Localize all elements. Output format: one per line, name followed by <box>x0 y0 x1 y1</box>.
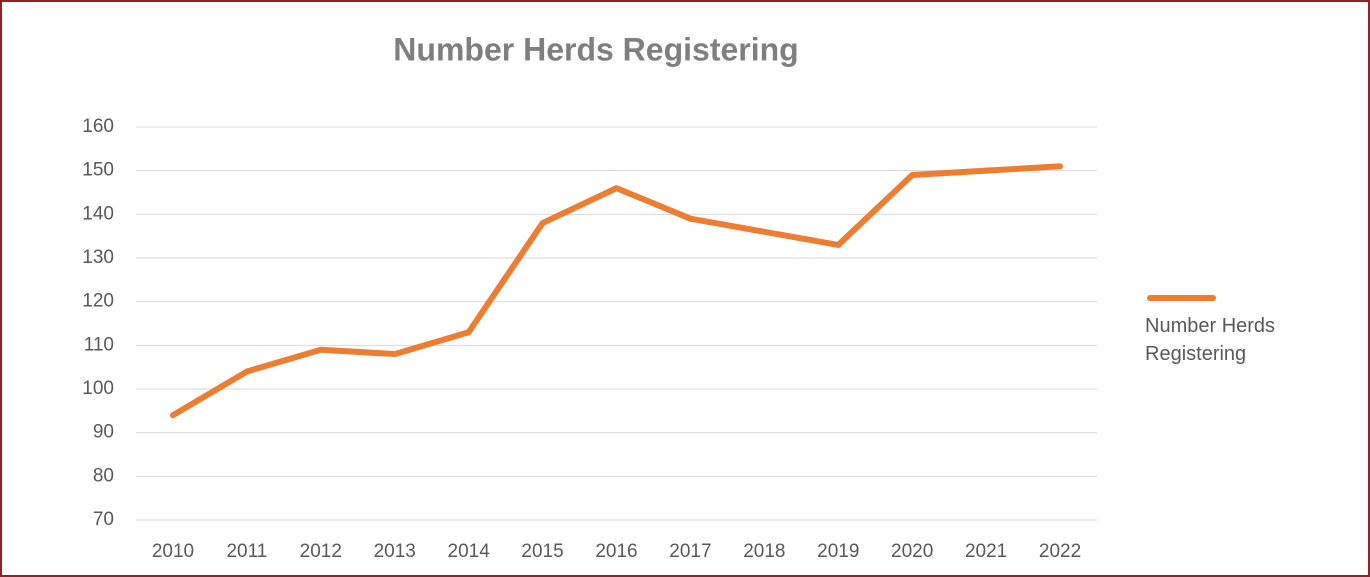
x-tick-label: 2010 <box>152 541 194 562</box>
x-tick-label: 2017 <box>669 541 711 562</box>
x-tick-label: 2015 <box>521 541 563 562</box>
x-tick-label: 2022 <box>1039 541 1081 562</box>
x-tick-label: 2018 <box>743 541 785 562</box>
x-tick-label: 2014 <box>448 541 491 562</box>
y-tick-label: 70 <box>93 509 114 530</box>
legend-label: Number Herds Registering <box>1145 315 1276 365</box>
y-tick-label: 90 <box>93 422 114 443</box>
x-tick-label: 2012 <box>300 541 342 562</box>
y-tick-label: 80 <box>93 465 114 486</box>
x-tick-label: 2020 <box>891 541 933 562</box>
x-tick-label: 2013 <box>374 541 416 562</box>
x-tick-label: 2016 <box>595 541 637 562</box>
y-tick-label: 110 <box>84 334 114 355</box>
y-tick-label: 160 <box>82 116 114 137</box>
y-tick-label: 150 <box>82 160 114 181</box>
y-tick-label: 140 <box>82 203 114 224</box>
y-tick-label: 100 <box>82 378 114 399</box>
x-tick-label: 2011 <box>226 541 267 562</box>
x-tick-label: 2021 <box>965 541 1007 562</box>
data-line <box>169 163 1064 419</box>
x-tick-label: 2019 <box>817 541 859 562</box>
chart-title: Number Herds Registering <box>393 31 798 67</box>
y-tick-label: 130 <box>82 247 114 268</box>
y-tick-label: 120 <box>82 291 114 312</box>
